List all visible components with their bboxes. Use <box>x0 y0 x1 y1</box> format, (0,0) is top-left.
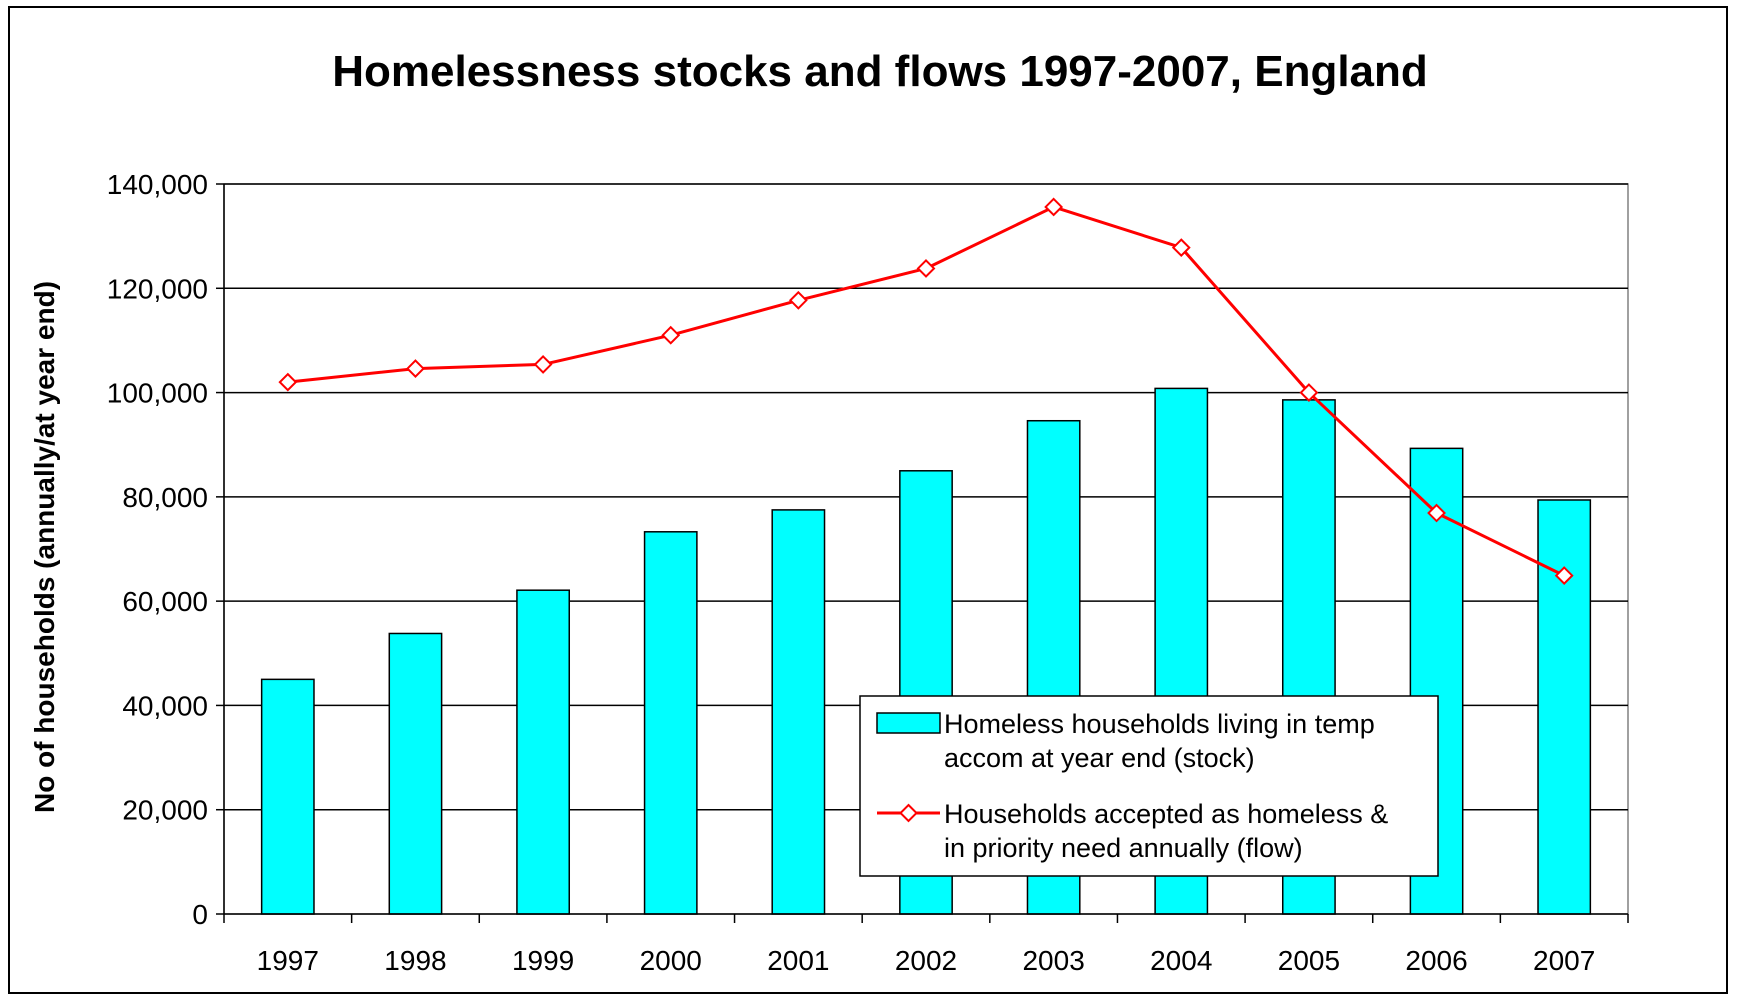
legend-label-stock-line2: accom at year end (stock) <box>944 743 1255 773</box>
x-tick-labels: 1997 1998 1999 2000 2001 2002 2003 2004 2005 2006… <box>257 945 1596 976</box>
legend-label-flow-line1: Households accepted as homeless & <box>944 799 1388 829</box>
bar <box>771 509 826 915</box>
legend-label-flow-line2: in priority need annually (flow) <box>944 833 1303 863</box>
x-tick-label: 2002 <box>895 945 957 976</box>
legend: Homeless households living in temp accom… <box>859 695 1439 877</box>
x-tick-label: 2005 <box>1278 945 1340 976</box>
flow-point-marker <box>1171 238 1191 258</box>
x-tick-label: 2006 <box>1405 945 1467 976</box>
flow-point-marker <box>1427 503 1446 523</box>
bar <box>260 678 315 915</box>
legend-diamond-marker <box>899 803 918 823</box>
x-tick-label: 2000 <box>640 945 702 976</box>
flow-point-marker <box>661 325 681 345</box>
flow-point-marker <box>1044 197 1064 217</box>
flow-point-marker <box>533 354 553 374</box>
flow-point-marker <box>916 259 936 278</box>
y-tick-label: 20,000 <box>122 795 208 826</box>
y-tick-labels: 0 20,000 40,000 60,000 80,000 100,000 120,000 1… <box>107 169 208 930</box>
y-axis-label: No of households (annually/at year end) <box>29 281 60 813</box>
bar <box>516 589 571 915</box>
bar <box>643 531 698 915</box>
y-tick-label: 80,000 <box>122 482 208 513</box>
x-tick-label: 1999 <box>512 945 574 976</box>
flow-point-marker <box>406 359 425 379</box>
x-tick-label: 2003 <box>1022 945 1084 976</box>
legend-label-stock-line1: Homeless households living in temp <box>944 709 1375 739</box>
y-tick-label: 100,000 <box>107 378 208 409</box>
legend-box <box>859 695 1439 877</box>
y-tick-label: 0 <box>192 899 208 930</box>
chart-title: Homelessness stocks and flows 1997-2007,… <box>332 47 1428 96</box>
y-tick-label: 60,000 <box>122 586 208 617</box>
x-tick-label: 1998 <box>384 945 446 976</box>
legend-bar-swatch <box>876 712 941 734</box>
bar <box>388 632 443 915</box>
flow-point-marker <box>1554 566 1574 586</box>
x-tick-label: 2007 <box>1533 945 1595 976</box>
flow-point-marker <box>278 372 298 392</box>
flow-point-marker <box>1299 383 1319 402</box>
axes <box>216 183 1629 923</box>
x-tick-label: 2001 <box>767 945 829 976</box>
y-tick-label: 140,000 <box>107 169 208 200</box>
y-tick-label: 40,000 <box>122 690 208 721</box>
x-tick-label: 2004 <box>1150 945 1212 976</box>
flow-point-marker <box>788 290 808 310</box>
y-tick-label: 120,000 <box>107 273 208 304</box>
x-tick-label: 1997 <box>257 945 319 976</box>
bar <box>1537 499 1592 915</box>
line-series <box>278 197 1574 586</box>
